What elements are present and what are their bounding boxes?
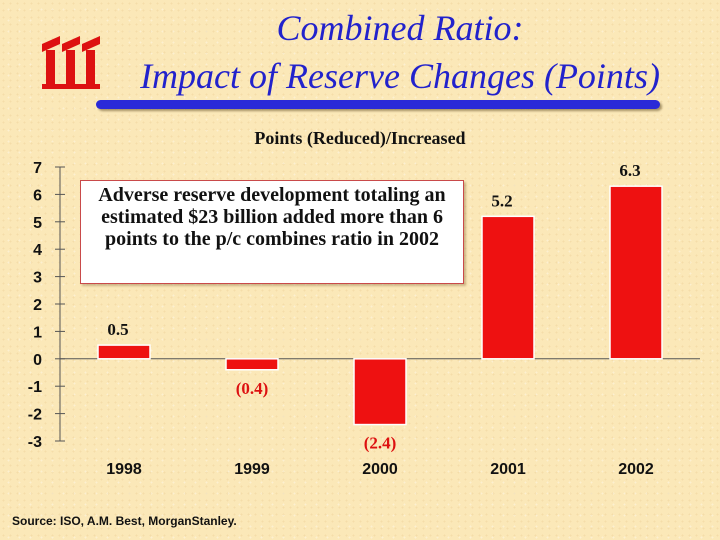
bar-2002	[609, 185, 663, 360]
chart-title: Points (Reduced)/Increased	[254, 128, 466, 148]
category-label-1998: 1998	[106, 461, 142, 478]
y-tick-label: -1	[28, 379, 42, 396]
source-note: Source: ISO, A.M. Best, MorganStanley.	[12, 514, 237, 528]
y-tick-label: 7	[33, 160, 42, 177]
title-underline	[96, 100, 660, 109]
y-tick-label: 2	[33, 297, 42, 314]
category-label-2000: 2000	[362, 461, 398, 478]
category-label-1999: 1999	[234, 461, 270, 478]
y-tick-label: 5	[33, 215, 42, 232]
title-line-2: Impact of Reserve Changes (Points)	[140, 56, 660, 96]
bar-2000	[353, 358, 407, 426]
y-tick-label: 0	[33, 352, 42, 369]
value-label-2000: (2.4)	[364, 434, 397, 453]
value-label-1999: (0.4)	[236, 379, 269, 398]
title-line-1: Combined Ratio:	[276, 8, 524, 48]
y-tick-label: 3	[33, 270, 42, 287]
category-label-2001: 2001	[490, 461, 526, 478]
bar-2001	[481, 215, 535, 360]
bar-1999	[225, 358, 279, 371]
y-tick-label: 1	[33, 324, 42, 341]
annotation-box: Adverse reserve development totaling an …	[80, 180, 464, 284]
value-label-2002: 6.3	[619, 161, 640, 180]
value-label-2001: 5.2	[491, 191, 512, 210]
iii-logo-icon	[42, 36, 100, 89]
category-label-2002: 2002	[618, 461, 654, 478]
y-tick-label: 6	[33, 187, 42, 204]
y-tick-label: -3	[28, 434, 42, 451]
value-label-1998: 0.5	[107, 320, 128, 339]
bar-1998	[97, 344, 151, 360]
y-tick-label: -2	[28, 407, 42, 424]
y-tick-label: 4	[33, 242, 42, 259]
